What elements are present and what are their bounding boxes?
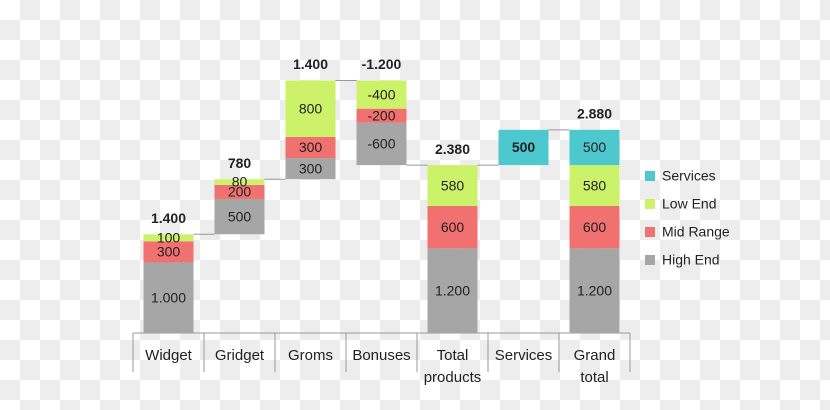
bar-segment bbox=[285, 80, 336, 137]
bar-segment bbox=[498, 129, 549, 166]
x-tick-label: Groms bbox=[288, 347, 333, 364]
x-tick-label: Grand total bbox=[573, 347, 616, 386]
x-tick-label: Total products bbox=[423, 347, 482, 386]
bar-segment bbox=[569, 165, 620, 207]
bar-segment bbox=[214, 198, 265, 235]
bar-segment bbox=[143, 262, 194, 333]
data-label: 300 bbox=[157, 244, 181, 260]
data-label: -400 bbox=[367, 86, 395, 102]
data-label: 580 bbox=[583, 177, 607, 193]
legend-label: High End bbox=[662, 252, 720, 268]
data-label: 200 bbox=[228, 184, 252, 200]
data-label: 1.000 bbox=[151, 289, 186, 305]
bar-segment bbox=[285, 158, 336, 180]
x-tick-label: Gridget bbox=[214, 347, 265, 364]
x-tick-label: Widget bbox=[145, 347, 192, 364]
data-label: 300 bbox=[299, 160, 323, 176]
data-label: 1.200 bbox=[577, 282, 612, 298]
bar-segment bbox=[427, 206, 478, 249]
bar-segment bbox=[427, 248, 478, 333]
data-label: 500 bbox=[512, 139, 536, 155]
data-label: 1.200 bbox=[435, 282, 470, 298]
bar-segment bbox=[214, 184, 265, 199]
data-label: 600 bbox=[583, 219, 607, 235]
total-label: 1.400 bbox=[151, 210, 186, 226]
bar-segment bbox=[356, 122, 407, 166]
bar-segment bbox=[143, 241, 194, 263]
x-tick-label: Bonuses bbox=[352, 347, 411, 364]
x-tick-label: Services bbox=[494, 347, 553, 364]
data-label: -600 bbox=[367, 136, 395, 152]
bar-segment bbox=[285, 136, 336, 159]
data-label: 500 bbox=[583, 139, 607, 155]
data-label: 80 bbox=[232, 174, 248, 190]
total-label: 1.400 bbox=[293, 56, 328, 72]
data-label: 100 bbox=[157, 229, 181, 245]
legend-label: Low End bbox=[662, 196, 716, 212]
bar-segment bbox=[427, 165, 478, 207]
legend-label: Services bbox=[662, 168, 716, 184]
total-label: 780 bbox=[228, 155, 252, 171]
data-label: 500 bbox=[228, 208, 252, 224]
legend-swatch bbox=[645, 199, 655, 209]
bar-segment bbox=[214, 179, 265, 185]
data-label: 800 bbox=[299, 100, 323, 116]
legend-swatch bbox=[645, 255, 655, 265]
data-label: 580 bbox=[441, 177, 465, 193]
bar-segment bbox=[356, 108, 407, 123]
data-label: 300 bbox=[299, 139, 323, 155]
bar-segment bbox=[569, 129, 620, 166]
legend-swatch bbox=[645, 171, 655, 181]
total-label: -1.200 bbox=[362, 56, 402, 72]
total-label: 2.880 bbox=[577, 106, 612, 122]
legend-label: Mid Range bbox=[662, 224, 730, 240]
data-label: 600 bbox=[441, 219, 465, 235]
bar-segment bbox=[569, 248, 620, 333]
data-label: -200 bbox=[367, 107, 395, 123]
total-label: 2.380 bbox=[435, 141, 470, 157]
bar-segment bbox=[356, 80, 407, 109]
bar-segment bbox=[569, 206, 620, 249]
bar-segment bbox=[143, 234, 194, 242]
legend-swatch bbox=[645, 227, 655, 237]
